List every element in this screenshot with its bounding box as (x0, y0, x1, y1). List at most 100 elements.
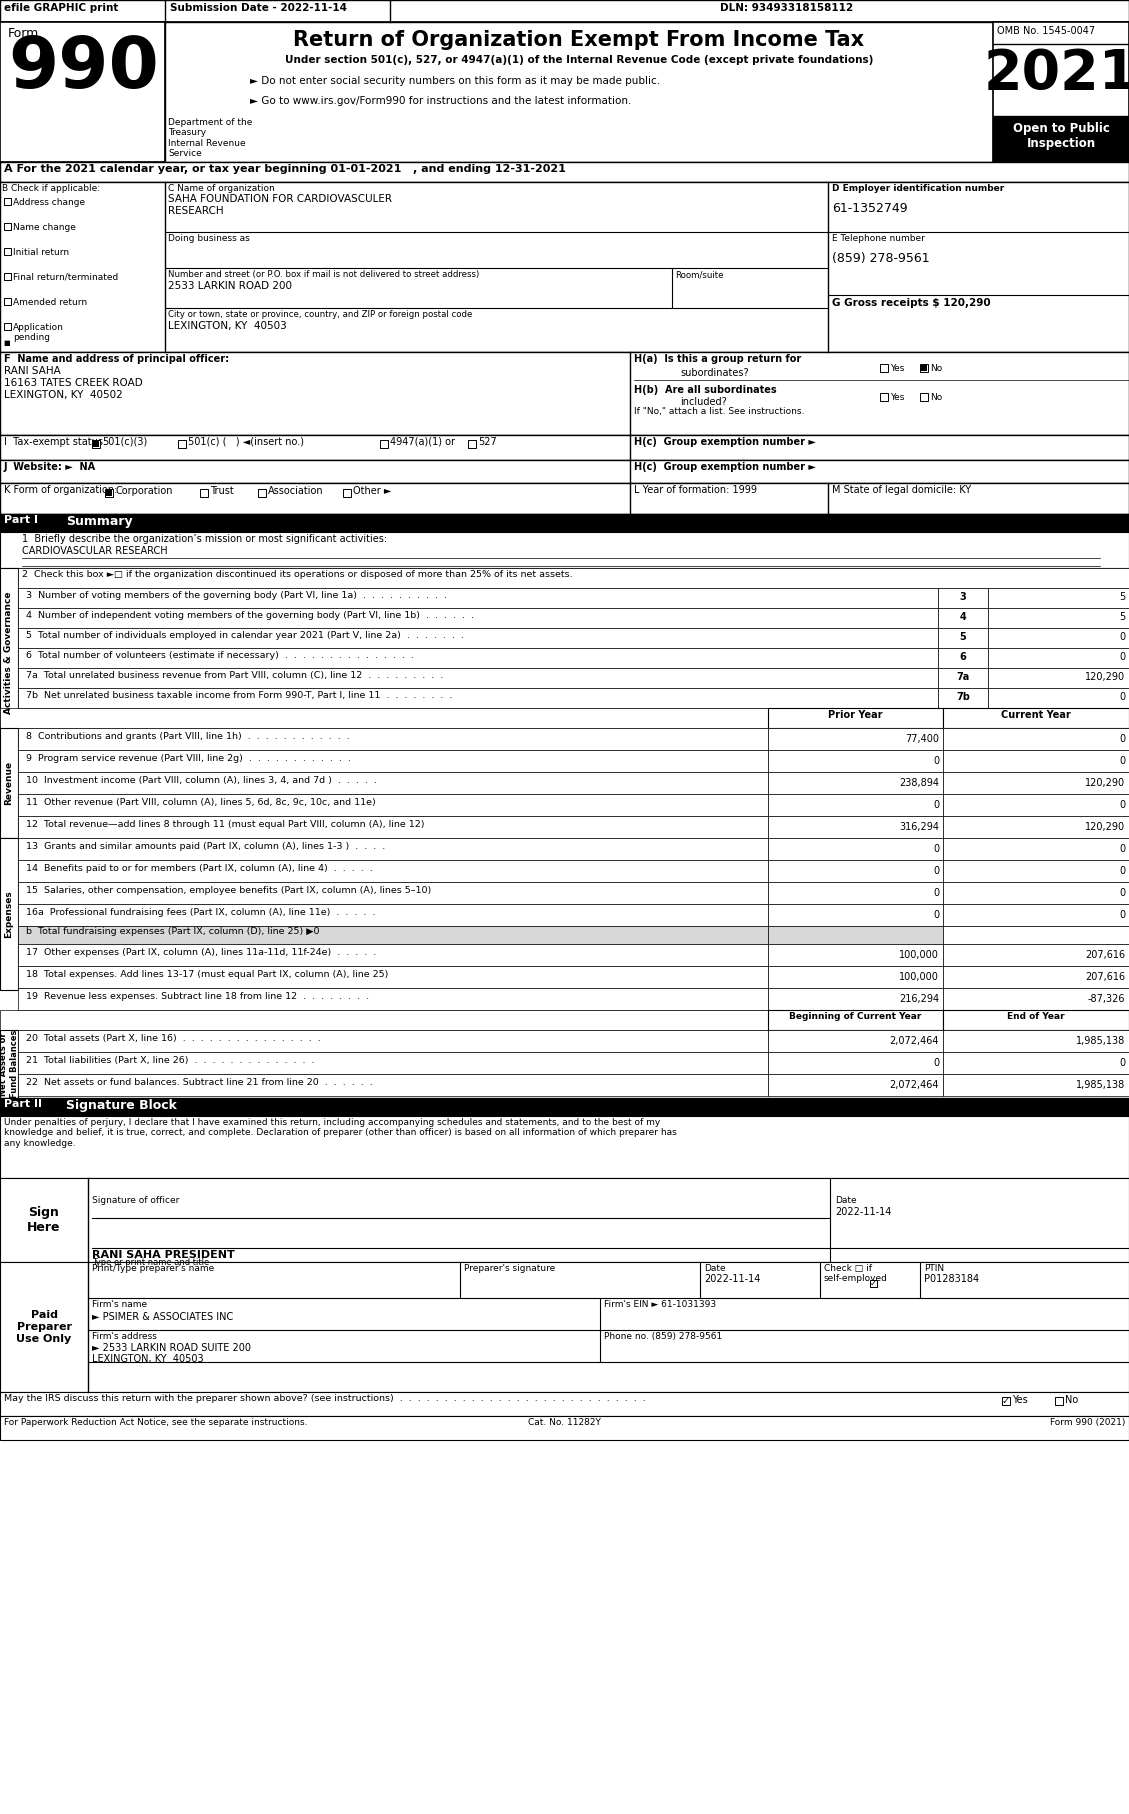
Text: No: No (930, 365, 943, 374)
Bar (18, 943, 768, 967)
Text: Current Year: Current Year (1001, 709, 1071, 720)
Text: RANI SAHA: RANI SAHA (5, 366, 61, 375)
Text: No: No (930, 394, 943, 403)
Text: Check □ if
self-employed: Check □ if self-employed (824, 1264, 887, 1282)
Bar (768, 943, 943, 967)
Text: 2  Check this box ►□ if the organization discontinued its operations or disposed: 2 Check this box ►□ if the organization … (21, 570, 572, 579)
Bar (18, 1052, 768, 1074)
Text: Form 990 (2021): Form 990 (2021) (1050, 1419, 1124, 1428)
Bar (18, 925, 768, 943)
Text: A For the 2021 calendar year, or tax year beginning 01-01-2021   , and ending 12: A For the 2021 calendar year, or tax yea… (5, 163, 566, 174)
Bar (0, 513, 1129, 532)
Bar (943, 882, 1129, 903)
Bar (938, 588, 988, 608)
Bar (920, 394, 928, 401)
Text: 316,294: 316,294 (899, 822, 939, 833)
Bar (0, 161, 1129, 181)
Bar (938, 688, 988, 707)
Text: Room/suite: Room/suite (675, 270, 724, 279)
Text: Under penalties of perjury, I declare that I have examined this return, includin: Under penalties of perjury, I declare th… (5, 1117, 676, 1148)
Bar (1054, 1397, 1064, 1406)
Text: 0: 0 (1119, 800, 1124, 811)
Text: B Check if applicable:: B Check if applicable: (2, 183, 100, 192)
Bar (18, 688, 938, 707)
Text: 216,294: 216,294 (899, 994, 939, 1003)
Bar (0, 727, 18, 838)
Bar (943, 943, 1129, 967)
Text: pending: pending (14, 334, 50, 343)
Text: LEXINGTON, KY  40503: LEXINGTON, KY 40503 (168, 321, 287, 330)
Text: 13  Grants and similar amounts paid (Part IX, column (A), lines 1-3 )  .  .  .  : 13 Grants and similar amounts paid (Part… (26, 842, 385, 851)
Bar (5, 198, 11, 205)
Bar (943, 749, 1129, 773)
Text: Sign
Here: Sign Here (27, 1206, 61, 1234)
Bar (5, 323, 11, 330)
Text: Corporation: Corporation (115, 486, 173, 495)
Text: 0: 0 (1119, 631, 1124, 642)
Text: 0: 0 (1119, 651, 1124, 662)
Bar (943, 838, 1129, 860)
Text: 0: 0 (1119, 844, 1124, 854)
Text: Initial return: Initial return (14, 249, 69, 258)
Text: F  Name and address of principal officer:: F Name and address of principal officer: (5, 354, 229, 365)
Bar (879, 365, 889, 372)
Text: Yes: Yes (890, 365, 904, 374)
Text: Type or print name and title: Type or print name and title (91, 1257, 209, 1266)
Text: Part II: Part II (5, 1099, 42, 1108)
Text: 17  Other expenses (Part IX, column (A), lines 11a-11d, 11f-24e)  .  .  .  .  .: 17 Other expenses (Part IX, column (A), … (26, 949, 376, 958)
Bar (938, 648, 988, 668)
Bar (0, 181, 1129, 352)
Text: Application: Application (14, 323, 64, 332)
Text: D Employer identification number: D Employer identification number (832, 183, 1005, 192)
Bar (870, 1281, 877, 1286)
Text: Amended return: Amended return (14, 297, 87, 307)
Bar (18, 773, 768, 795)
Text: subordinates?: subordinates? (680, 368, 749, 377)
Text: City or town, state or province, country, and ZIP or foreign postal code: City or town, state or province, country… (168, 310, 472, 319)
Bar (768, 1074, 943, 1096)
Text: E Telephone number: E Telephone number (832, 234, 925, 243)
Text: 2022-11-14: 2022-11-14 (704, 1273, 760, 1284)
Bar (0, 1391, 1129, 1417)
Text: H(a)  Is this a group return for: H(a) Is this a group return for (634, 354, 802, 365)
Text: 2,072,464: 2,072,464 (890, 1079, 939, 1090)
Bar (994, 116, 1129, 161)
Text: Address change: Address change (14, 198, 85, 207)
Bar (18, 727, 768, 749)
Text: 4947(a)(1) or: 4947(a)(1) or (390, 437, 455, 446)
Text: 21  Total liabilities (Part X, line 26)  .  .  .  .  .  .  .  .  .  .  .  .  .  : 21 Total liabilities (Part X, line 26) .… (26, 1056, 315, 1065)
Bar (469, 441, 476, 448)
Bar (768, 1030, 943, 1052)
Text: 7b  Net unrelated business taxable income from Form 990-T, Part I, line 11  .  .: 7b Net unrelated business taxable income… (26, 691, 453, 700)
Text: ✓: ✓ (870, 1279, 877, 1288)
Text: 6  Total number of volunteers (estimate if necessary)  .  .  .  .  .  .  .  .  .: 6 Total number of volunteers (estimate i… (26, 651, 414, 660)
Text: b  Total fundraising expenses (Part IX, column (D), line 25) ▶0: b Total fundraising expenses (Part IX, c… (26, 927, 320, 936)
Bar (768, 707, 943, 727)
Text: LEXINGTON, KY  40503: LEXINGTON, KY 40503 (91, 1353, 203, 1364)
Text: 16163 TATES CREEK ROAD: 16163 TATES CREEK ROAD (5, 377, 142, 388)
Bar (18, 628, 938, 648)
Bar (994, 22, 1129, 161)
Bar (768, 860, 943, 882)
Text: 501(c)(3): 501(c)(3) (102, 437, 147, 446)
Bar (920, 365, 928, 372)
Text: No: No (1065, 1395, 1078, 1406)
Text: 501(c) (   ) ◄(insert no.): 501(c) ( ) ◄(insert no.) (189, 437, 304, 446)
Text: 18  Total expenses. Add lines 13-17 (must equal Part IX, column (A), line 25): 18 Total expenses. Add lines 13-17 (must… (26, 970, 388, 980)
Bar (0, 1177, 1129, 1263)
Bar (943, 1010, 1129, 1030)
Text: 207,616: 207,616 (1085, 972, 1124, 981)
Bar (943, 1030, 1129, 1052)
Bar (768, 989, 943, 1010)
Bar (343, 490, 351, 497)
Text: LEXINGTON, KY  40502: LEXINGTON, KY 40502 (5, 390, 123, 401)
Text: efile GRAPHIC print: efile GRAPHIC print (5, 4, 119, 13)
Bar (943, 967, 1129, 989)
Text: 10  Investment income (Part VIII, column (A), lines 3, 4, and 7d )  .  .  .  .  : 10 Investment income (Part VIII, column … (26, 776, 377, 785)
Text: RANI SAHA PRESIDENT: RANI SAHA PRESIDENT (91, 1250, 235, 1261)
Text: Phone no. (859) 278-9561: Phone no. (859) 278-9561 (604, 1331, 723, 1341)
Text: Firm's name: Firm's name (91, 1301, 147, 1310)
Bar (5, 249, 11, 256)
Bar (943, 1074, 1129, 1096)
Bar (18, 1030, 768, 1052)
